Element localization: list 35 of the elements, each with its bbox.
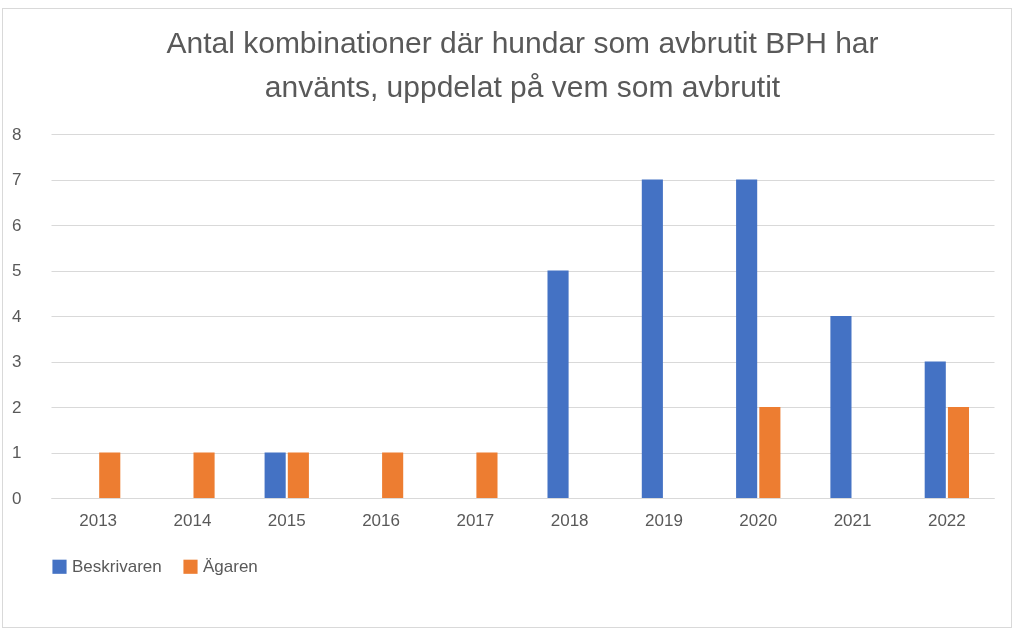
x-tick-label: 2018 <box>550 510 589 530</box>
legend-label: Beskrivaren <box>72 556 162 576</box>
x-tick-label: 2021 <box>833 510 872 530</box>
bar <box>193 452 215 498</box>
x-tick-label: 2020 <box>739 510 778 530</box>
bar <box>99 452 121 498</box>
bar <box>641 179 663 498</box>
y-tick-label: 8 <box>12 124 22 144</box>
x-tick-label: 2019 <box>645 510 683 530</box>
x-tick-label: 2022 <box>927 510 966 530</box>
bar <box>947 407 970 498</box>
x-tick-label: 2014 <box>173 510 212 530</box>
bar <box>547 270 569 498</box>
y-tick-label: 5 <box>12 261 22 280</box>
x-tick-label: 2015 <box>267 510 306 530</box>
x-tick-label: 2013 <box>79 510 118 530</box>
bar <box>287 452 309 498</box>
x-tick-label: 2016 <box>362 510 400 530</box>
y-tick-label: 1 <box>12 443 22 462</box>
x-tick-label: 2017 <box>456 510 495 530</box>
bar <box>476 452 498 498</box>
legend-label: Ägaren <box>203 556 258 576</box>
chart-title: Antal kombinationer där hundar som avbrutit BPH har använts, uppdelat på vem som avbrutit <box>166 26 879 103</box>
bar <box>736 179 758 498</box>
bar <box>830 316 852 498</box>
y-tick-label: 2 <box>12 397 22 417</box>
y-tick-label: 6 <box>12 215 22 235</box>
bar <box>924 361 946 498</box>
y-tick-label: 4 <box>12 306 22 326</box>
bar <box>759 407 781 498</box>
y-tick-label: 3 <box>12 352 22 371</box>
bar <box>382 452 404 498</box>
bar <box>264 452 286 498</box>
y-tick-label: 7 <box>12 170 22 189</box>
y-tick-label: 0 <box>12 488 22 508</box>
